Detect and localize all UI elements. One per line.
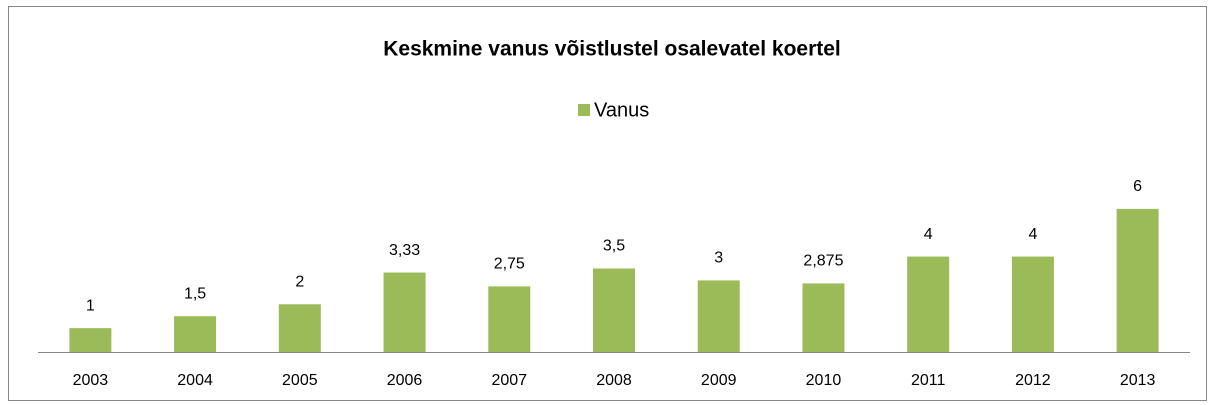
data-label: 2,75	[494, 256, 525, 273]
data-label: 2	[295, 274, 304, 291]
x-tick-label: 2006	[387, 372, 423, 389]
x-tick-label: 2007	[491, 372, 527, 389]
bar	[1011, 256, 1054, 352]
bar	[802, 283, 845, 352]
x-tick-label: 2005	[282, 372, 318, 389]
x-tick-label: 2008	[596, 372, 632, 389]
x-tick-label: 2012	[1015, 372, 1051, 389]
data-label: 3	[714, 250, 723, 267]
bar	[697, 280, 740, 352]
legend-label: Vanus	[594, 99, 649, 121]
data-label: 3,5	[603, 238, 625, 255]
x-tick-label: 2013	[1120, 372, 1156, 389]
chart-title: Keskmine vanus võistlustel osalevatel ko…	[383, 38, 841, 61]
bar	[593, 268, 635, 352]
x-tick-label: 2003	[73, 372, 109, 389]
data-label: 4	[924, 226, 933, 243]
x-tick-label: 2010	[806, 372, 842, 389]
bar	[383, 272, 426, 352]
data-label: 2,875	[803, 253, 843, 270]
x-tick-label: 2004	[177, 372, 213, 389]
data-label: 6	[1133, 178, 1142, 195]
bar	[174, 316, 217, 352]
bar	[1116, 208, 1159, 352]
data-label: 4	[1028, 226, 1037, 243]
bar	[907, 256, 950, 352]
bar	[278, 304, 321, 352]
data-label: 1,5	[184, 285, 206, 302]
data-label: 1	[86, 297, 95, 314]
x-tick-label: 2009	[701, 372, 737, 389]
bar	[488, 286, 531, 352]
legend-swatch	[578, 104, 590, 116]
bar	[69, 328, 112, 352]
data-label: 3,33	[389, 242, 420, 259]
x-tick-label: 2011	[911, 372, 946, 389]
